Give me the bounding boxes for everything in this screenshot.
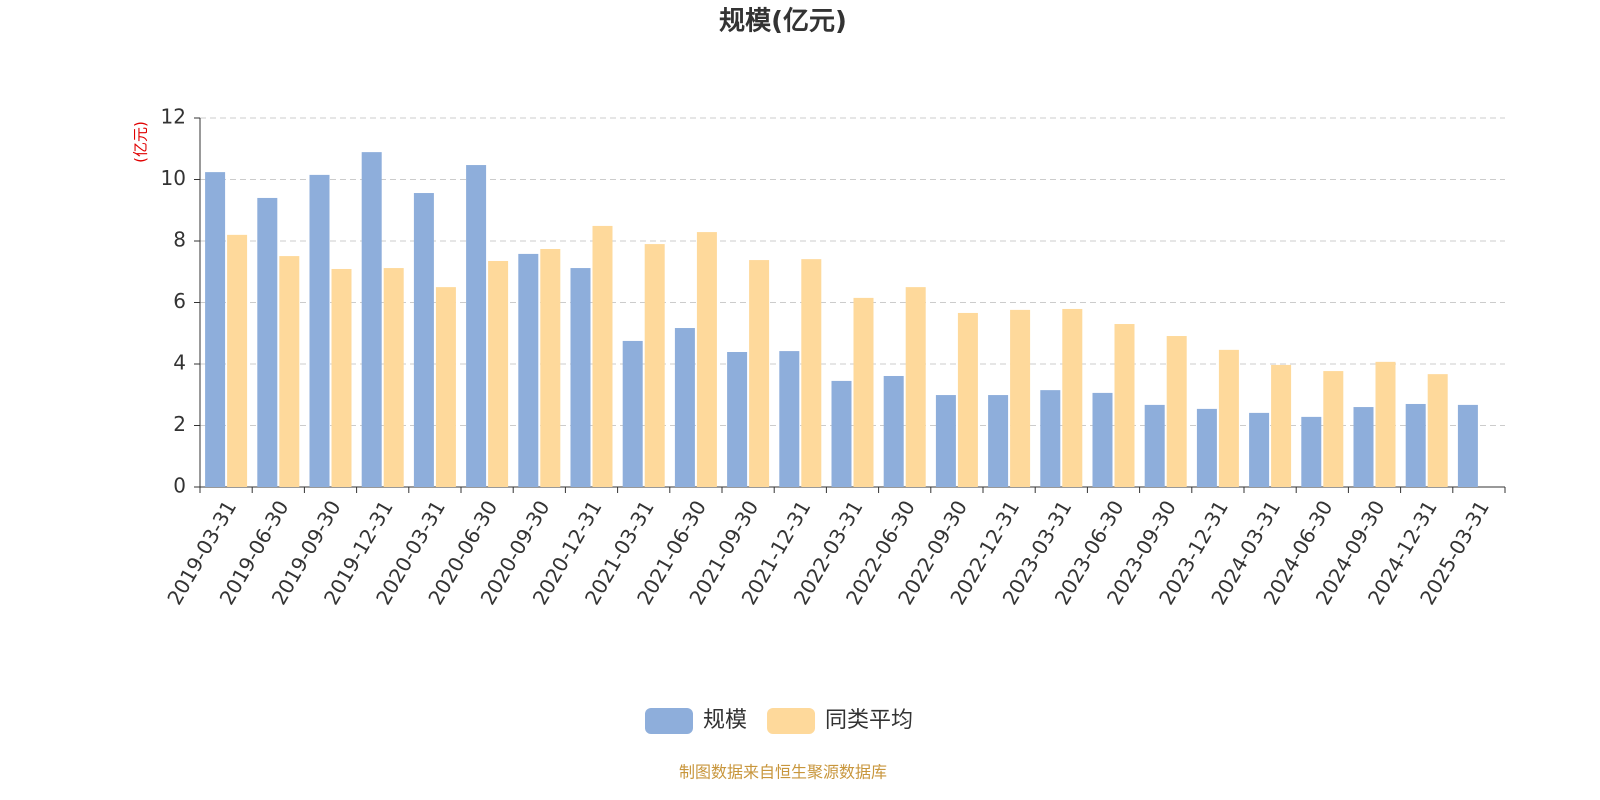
bar (1375, 361, 1396, 487)
bar (727, 352, 748, 487)
bar (1427, 374, 1448, 487)
bar (905, 287, 926, 487)
legend-swatch (645, 708, 693, 734)
bar (674, 328, 695, 487)
y-tick-label: 2 (173, 412, 186, 436)
bar (205, 172, 226, 487)
bar (1271, 364, 1292, 487)
y-tick-label: 10 (161, 166, 186, 190)
chart-title: 规模(亿元) (719, 7, 847, 37)
bar (1405, 403, 1426, 487)
bar (279, 256, 300, 487)
source-note: 制图数据来自恒生聚源数据库 (679, 763, 887, 782)
y-tick-label: 8 (173, 228, 186, 252)
bar (331, 268, 352, 487)
bar (518, 253, 539, 487)
bar (1114, 324, 1135, 487)
y-tick-label: 6 (173, 289, 186, 313)
bar (622, 340, 643, 487)
bar (1353, 407, 1374, 487)
bar (1092, 392, 1113, 487)
bar (644, 244, 665, 487)
bar (592, 225, 613, 487)
y-tick-label: 0 (173, 474, 186, 498)
bar (1196, 408, 1217, 487)
bar (488, 260, 509, 487)
bar (801, 259, 822, 487)
bar (361, 152, 382, 487)
bar (383, 268, 404, 487)
bar (883, 375, 904, 487)
bar (1218, 349, 1239, 487)
legend-label: 同类平均 (825, 708, 913, 733)
bar (1062, 308, 1083, 487)
legend-label: 规模 (703, 708, 747, 733)
bar (853, 297, 874, 487)
y-tick-label: 4 (173, 351, 186, 375)
bar (466, 165, 487, 488)
bar (779, 351, 800, 487)
bar (435, 287, 456, 487)
legend-swatch (767, 708, 816, 734)
bar (831, 380, 852, 487)
bar (540, 248, 561, 487)
y-axis-label: (亿元) (132, 121, 150, 163)
bar (1040, 390, 1061, 487)
bar (988, 395, 1009, 487)
bar (749, 260, 770, 487)
bar (935, 395, 956, 487)
bar (413, 193, 434, 487)
bar (570, 268, 591, 487)
bar (1166, 336, 1187, 487)
bar (1301, 416, 1322, 487)
bar (1249, 412, 1270, 487)
bar (309, 174, 330, 487)
y-tick-label: 12 (161, 105, 186, 129)
bar (1144, 404, 1165, 487)
bar (1457, 404, 1478, 487)
bar (257, 197, 278, 487)
bar (1323, 371, 1344, 487)
bar (957, 312, 978, 487)
bar (227, 234, 248, 487)
bar (696, 232, 717, 487)
bar (1010, 309, 1031, 487)
